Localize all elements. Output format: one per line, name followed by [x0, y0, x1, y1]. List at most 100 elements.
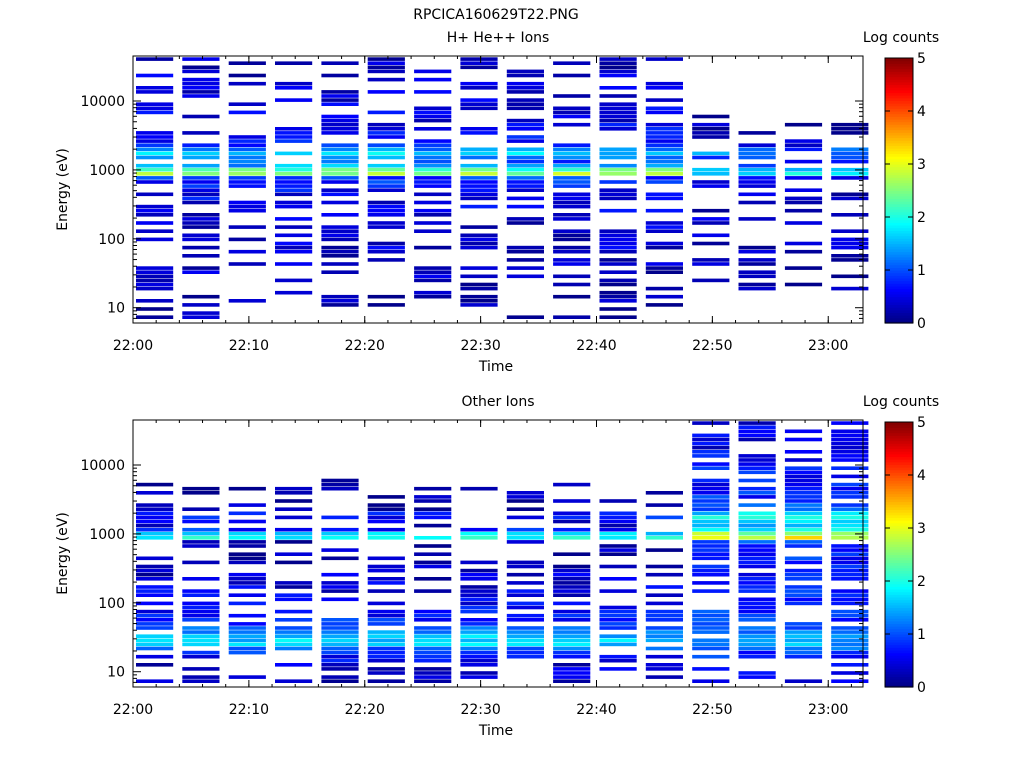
heatmap-cell	[136, 679, 174, 683]
x-tick-label: 22:00	[113, 338, 153, 354]
heatmap-cell	[599, 147, 637, 152]
heatmap-cell	[321, 167, 359, 172]
colorbar-band	[885, 477, 913, 481]
colorbar-band	[885, 469, 913, 473]
heatmap-cell	[275, 486, 313, 491]
x-tick-label: 22:50	[692, 702, 732, 718]
colorbar-band	[885, 118, 913, 123]
heatmap-cell	[831, 458, 869, 462]
colorbar-band	[885, 320, 913, 324]
heatmap-cell	[831, 638, 869, 643]
heatmap-cell	[553, 213, 591, 217]
heatmap-cell	[553, 94, 591, 98]
heatmap-cell	[321, 675, 359, 679]
colorbar-frame	[884, 421, 914, 688]
heatmap-cell	[275, 98, 313, 102]
colorbar-tick-label: 3	[917, 521, 926, 537]
heatmap-cell	[599, 258, 637, 262]
heatmap-cell	[321, 299, 359, 303]
heatmap-cell	[506, 159, 544, 164]
heatmap-cell	[599, 290, 637, 295]
colorbar-band	[885, 443, 913, 447]
heatmap-cell	[506, 258, 544, 262]
colorbar-band	[885, 607, 913, 611]
heatmap-cell	[506, 172, 544, 176]
heatmap-cell	[599, 499, 637, 503]
heatmap-cell	[136, 282, 174, 287]
x-tick-label: 22:30	[460, 338, 500, 354]
heatmap-cell	[321, 90, 359, 94]
heatmap-cell	[321, 143, 359, 147]
heatmap-cell	[460, 286, 498, 291]
heatmap-cell	[182, 147, 220, 152]
heatmap-cell	[831, 634, 869, 638]
heatmap-cell	[692, 482, 730, 487]
heatmap-cell	[182, 221, 220, 225]
heatmap-cell	[460, 560, 498, 565]
heatmap-cell	[367, 622, 405, 626]
heatmap-cell	[553, 315, 591, 319]
heatmap-cell	[414, 274, 452, 279]
heatmap-cell	[182, 540, 220, 544]
heatmap-cell	[506, 176, 544, 180]
heatmap-cell	[321, 581, 359, 585]
heatmap-cell	[460, 671, 498, 675]
colorbar-band	[885, 467, 913, 471]
heatmap-cell	[460, 180, 498, 184]
heatmap-cell	[367, 618, 405, 622]
heatmap-cell	[414, 270, 452, 274]
heatmap-cell	[367, 650, 405, 655]
heatmap-cell	[645, 593, 683, 597]
colorbar-band	[885, 95, 913, 99]
heatmap-cell	[460, 638, 498, 643]
heatmap-cell	[136, 511, 174, 516]
heatmap-cell	[738, 671, 776, 675]
heatmap-cell	[506, 102, 544, 106]
heatmap-cell	[506, 167, 544, 172]
heatmap-cell	[275, 262, 313, 266]
heatmap-cell	[136, 577, 174, 581]
heatmap-cell	[460, 172, 498, 176]
x-tick-label: 22:20	[345, 338, 385, 354]
colorbar-band	[885, 187, 913, 192]
plot-area	[133, 56, 863, 323]
heatmap-cell	[182, 519, 220, 524]
heatmap-cell	[645, 229, 683, 233]
heatmap-cell	[460, 626, 498, 630]
heatmap-cell	[367, 147, 405, 152]
heatmap-cell	[599, 163, 637, 168]
colorbar-band	[885, 177, 913, 181]
heatmap-cell	[414, 634, 452, 638]
heatmap-cell	[321, 249, 359, 254]
heatmap-cell	[831, 131, 869, 135]
heatmap-cell	[599, 249, 637, 254]
heatmap-cell	[692, 155, 730, 160]
heatmap-cell	[136, 176, 174, 180]
heatmap-cell	[831, 536, 869, 540]
heatmap-cell	[228, 163, 266, 168]
heatmap-cell	[321, 536, 359, 540]
heatmap-cell	[321, 151, 359, 156]
heatmap-cell	[136, 609, 174, 614]
heatmap-cell	[275, 167, 313, 172]
heatmap-cell	[321, 254, 359, 258]
heatmap-cell	[599, 667, 637, 671]
x-tick-label: 22:10	[229, 338, 269, 354]
colorbar-band	[885, 432, 913, 436]
heatmap-cell	[414, 486, 452, 491]
heatmap-cell	[182, 151, 220, 156]
heatmap-cell	[414, 679, 452, 683]
colorbar-band	[885, 246, 913, 250]
y-tick-label: 100	[98, 232, 125, 248]
heatmap-cell	[506, 589, 544, 593]
colorbar-band	[885, 179, 913, 184]
heatmap-cell	[182, 114, 220, 119]
heatmap-cell	[367, 638, 405, 643]
x-axis-label: Time	[478, 359, 513, 375]
heatmap-cell	[136, 536, 174, 540]
heatmap-cell	[367, 568, 405, 573]
heatmap-cell	[738, 540, 776, 544]
heatmap-cell	[321, 118, 359, 123]
heatmap-cell	[553, 217, 591, 221]
heatmap-cell	[553, 155, 591, 160]
